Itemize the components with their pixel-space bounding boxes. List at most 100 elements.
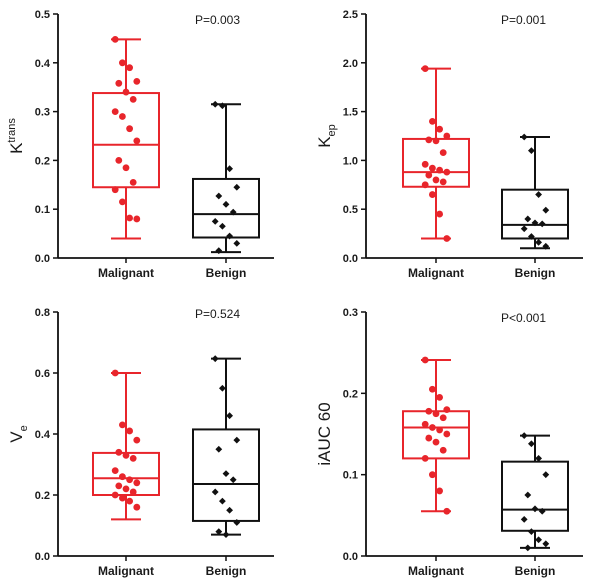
data-point (429, 385, 436, 393)
data-point (542, 471, 550, 479)
data-point (133, 479, 141, 487)
data-point (436, 426, 443, 434)
data-point (233, 519, 241, 526)
data-point (439, 149, 447, 156)
data-point (443, 430, 451, 438)
y-tick-label: 0.4 (35, 429, 51, 441)
data-point (126, 125, 133, 133)
data-point (432, 137, 440, 145)
data-point (421, 420, 429, 428)
x-category-label: Benign (206, 266, 247, 280)
data-point (436, 166, 443, 174)
data-point (215, 247, 223, 255)
data-point (425, 434, 433, 442)
series-malignant (92, 35, 160, 240)
y-axis-label: Kep (315, 124, 338, 148)
data-point (122, 88, 130, 96)
data-point (122, 451, 130, 459)
p-value-annotation: P=0.001 (501, 13, 546, 27)
y-tick-label: 0.5 (35, 9, 50, 21)
data-point (229, 208, 237, 216)
data-point (443, 168, 451, 176)
data-point (222, 531, 230, 539)
data-point (126, 64, 133, 72)
data-point (443, 235, 451, 242)
y-tick-label: 1.0 (343, 155, 358, 167)
data-point (129, 178, 137, 186)
y-tick-label: 0.2 (35, 155, 50, 167)
data-point (133, 77, 141, 85)
series-malignant (92, 369, 160, 521)
data-point (429, 164, 436, 172)
p-value-annotation: P=0.524 (195, 307, 240, 321)
data-point (111, 491, 119, 499)
data-point (421, 455, 429, 462)
y-axis-label: Ktrans (6, 118, 26, 154)
data-point (542, 206, 550, 214)
data-point (133, 436, 141, 444)
data-point (122, 485, 130, 493)
x-category-label: Benign (206, 564, 247, 578)
box-iqr (501, 188, 569, 240)
data-point (520, 225, 528, 233)
data-point (432, 438, 440, 446)
box-iqr (501, 460, 569, 532)
y-tick-label: 0.1 (35, 204, 50, 216)
data-point (226, 506, 233, 514)
series-benign (501, 432, 569, 552)
y-tick-label: 0.2 (343, 388, 358, 400)
x-category-label: Malignant (408, 266, 464, 280)
p-value-annotation: P=0.003 (195, 13, 240, 27)
series-benign (192, 355, 260, 539)
data-point (119, 198, 126, 206)
box-iqr (402, 410, 470, 460)
y-tick-label: 0.8 (35, 307, 50, 319)
data-point (219, 384, 226, 392)
data-point (436, 394, 443, 401)
data-point (535, 455, 542, 462)
data-point (126, 214, 133, 222)
y-tick-label: 0.4 (35, 58, 51, 70)
data-point (133, 215, 141, 223)
data-point (129, 488, 137, 496)
data-point (528, 440, 535, 448)
data-point (443, 406, 451, 413)
data-point (111, 186, 119, 194)
y-tick-label: 0.0 (343, 253, 358, 265)
y-tick-label: 0.3 (35, 107, 50, 119)
data-point (538, 220, 546, 228)
data-point (126, 497, 133, 505)
data-point (524, 491, 532, 499)
data-point (119, 421, 126, 429)
data-point (219, 222, 226, 230)
data-point (111, 369, 119, 377)
data-point (115, 157, 123, 164)
y-tick-label: 0.1 (343, 470, 358, 482)
data-point (229, 476, 237, 484)
data-point (215, 528, 223, 535)
data-point (542, 540, 550, 548)
data-point (421, 65, 429, 73)
data-point (122, 164, 130, 172)
data-point (439, 178, 447, 186)
y-tick-label: 0.0 (343, 551, 358, 563)
y-tick-label: 0.0 (35, 551, 50, 563)
y-tick-label: 1.5 (343, 107, 358, 119)
data-point (211, 218, 219, 225)
data-point (429, 424, 436, 431)
data-point (425, 136, 433, 144)
y-axis-label: iAUC 60 (315, 402, 334, 465)
chart-panel-3: 0.0 0.2 0.4 0.6 0.8 Malignant Benign Ve P=0.524 (7, 307, 274, 578)
data-point (126, 427, 133, 435)
data-point (133, 137, 141, 145)
data-point (233, 239, 241, 247)
data-point (111, 108, 119, 115)
data-point (439, 414, 447, 422)
data-point (233, 436, 241, 444)
data-point (528, 233, 535, 240)
data-point (524, 215, 532, 223)
series-benign (192, 100, 260, 255)
data-point (126, 476, 133, 484)
data-point (421, 160, 429, 168)
series-benign (501, 133, 569, 250)
